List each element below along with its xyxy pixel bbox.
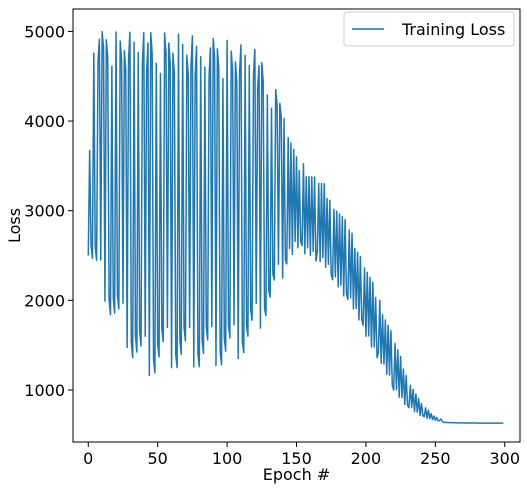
x-tick-label: 100 xyxy=(212,449,243,468)
y-tick-label: 1000 xyxy=(24,381,65,400)
x-tick-label: 150 xyxy=(281,449,312,468)
x-tick-label: 250 xyxy=(420,449,451,468)
y-tick-label: 5000 xyxy=(24,22,65,41)
legend-frame xyxy=(343,11,515,47)
y-axis-label: Loss xyxy=(5,208,24,243)
series-layer xyxy=(87,30,504,424)
x-tick-label: 300 xyxy=(489,449,520,468)
legend: Training Loss xyxy=(343,11,515,47)
x-axis-label: Epoch # xyxy=(263,465,330,484)
x-tick-label: 50 xyxy=(148,449,168,468)
y-tick-label: 4000 xyxy=(24,112,65,131)
x-tick-label: 200 xyxy=(351,449,382,468)
plot-area xyxy=(73,9,520,442)
axes-layer: 0 50 100 150 200 250 300 1000 2000 3000 4000 5000 xyxy=(24,8,521,468)
y-tick-label: 3000 xyxy=(24,202,65,221)
training-loss-line xyxy=(87,30,504,424)
x-tick-label: 0 xyxy=(83,449,93,468)
y-tick-label: 2000 xyxy=(24,291,65,310)
legend-label: Training Loss xyxy=(401,20,505,39)
